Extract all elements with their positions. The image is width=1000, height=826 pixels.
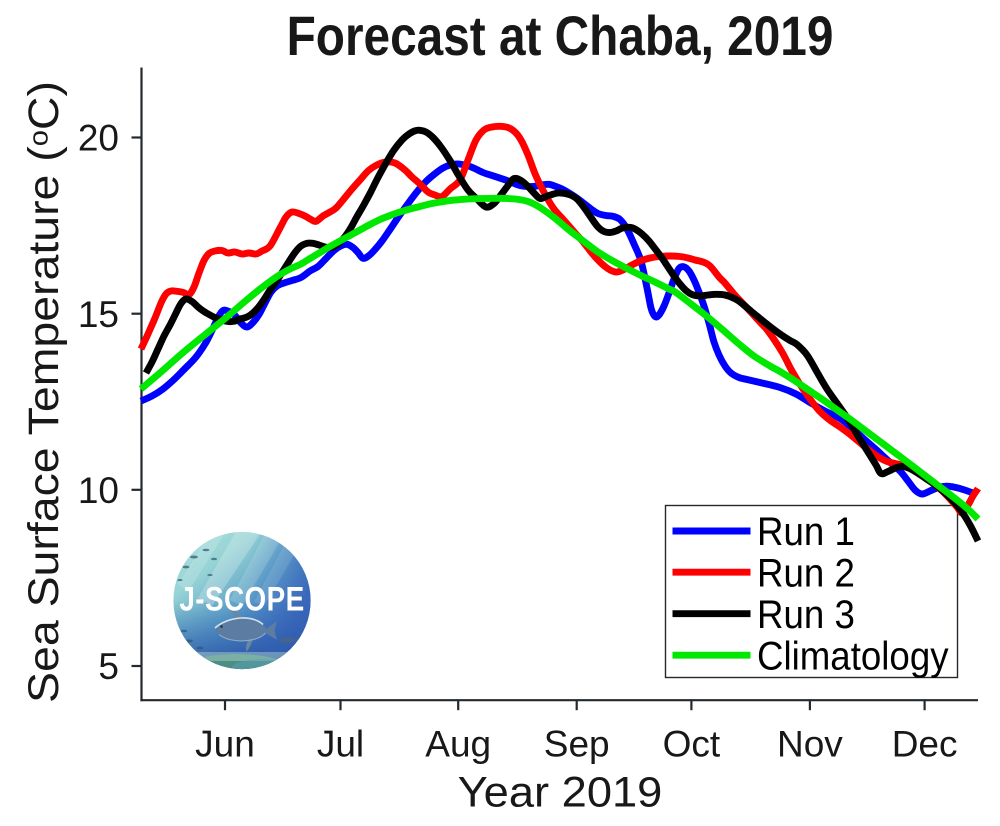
svg-text:Jul: Jul bbox=[317, 724, 364, 765]
svg-text:Run 3: Run 3 bbox=[757, 592, 855, 637]
svg-text:Forecast at Chaba, 2019: Forecast at Chaba, 2019 bbox=[287, 6, 834, 68]
svg-text:5: 5 bbox=[98, 646, 119, 687]
svg-text:Nov: Nov bbox=[777, 724, 843, 765]
svg-text:Jun: Jun bbox=[195, 724, 255, 765]
svg-text:Year 2019: Year 2019 bbox=[458, 769, 663, 817]
svg-text:Run 2: Run 2 bbox=[757, 551, 855, 596]
svg-text:20: 20 bbox=[78, 118, 119, 159]
svg-text:15: 15 bbox=[78, 294, 119, 335]
svg-text:Dec: Dec bbox=[892, 724, 958, 765]
svg-text:Aug: Aug bbox=[425, 724, 491, 765]
svg-text:Run 1: Run 1 bbox=[757, 510, 855, 555]
svg-text:Oct: Oct bbox=[663, 724, 721, 765]
svg-text:10: 10 bbox=[78, 470, 119, 511]
svg-text:Sep: Sep bbox=[544, 724, 610, 765]
svg-text:Climatology: Climatology bbox=[757, 634, 949, 679]
svg-text:Sea Surface Temperature (oC): Sea Surface Temperature (oC) bbox=[20, 81, 68, 703]
svg-text:J-SCOPE: J-SCOPE bbox=[179, 580, 304, 618]
